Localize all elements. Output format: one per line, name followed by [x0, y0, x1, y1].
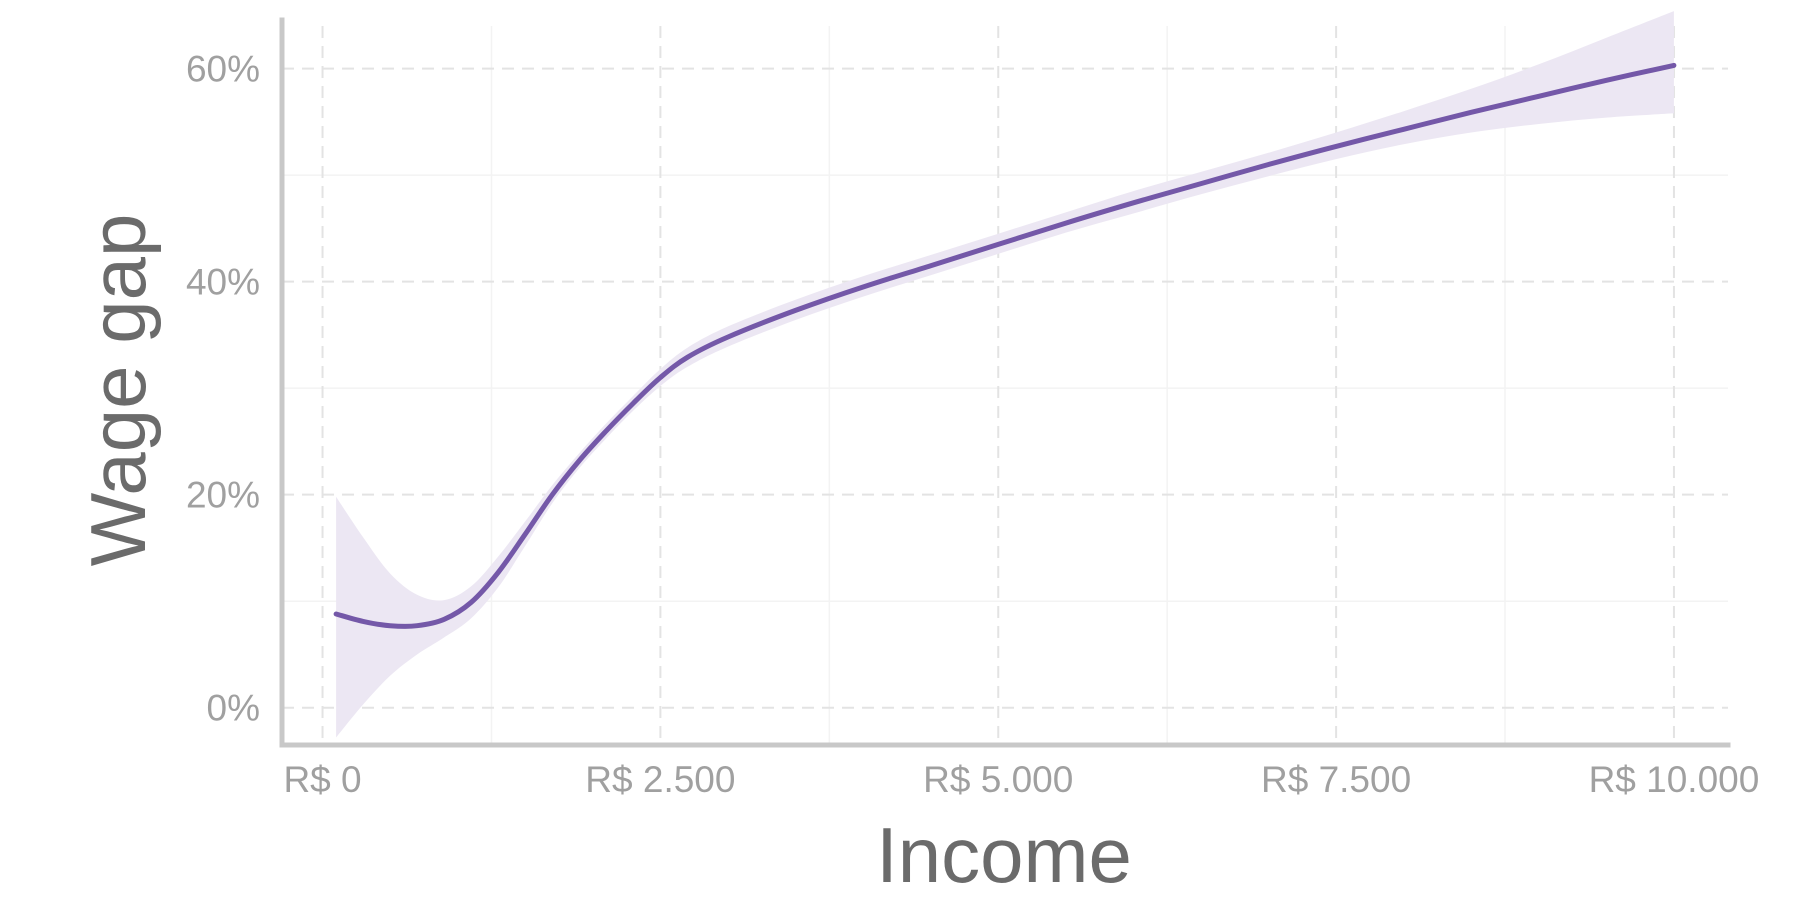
y-tick-label: 40% — [186, 262, 260, 303]
x-tick-label: R$ 5.000 — [923, 759, 1073, 800]
confidence-band — [336, 11, 1674, 738]
axes — [279, 17, 1731, 748]
y-tick-label: 0% — [207, 688, 260, 729]
x-tick-label: R$ 0 — [283, 759, 361, 800]
x-tick-label: R$ 7.500 — [1261, 759, 1411, 800]
series-line — [333, 62, 1677, 629]
tick-labels: R$ 0 R$ 2.500 R$ 5.000 R$ 7.500 R$ 10.000 0% 2… — [186, 49, 1759, 800]
series-line-layer — [333, 62, 1677, 629]
confidence-band-layer — [336, 11, 1674, 738]
axis-lines — [279, 17, 1731, 748]
x-axis-title: Income — [876, 811, 1132, 899]
grid-lines — [282, 26, 1728, 745]
x-tick-label: R$ 2.500 — [585, 759, 735, 800]
x-tick-label: R$ 10.000 — [1589, 759, 1760, 800]
y-tick-label: 60% — [186, 49, 260, 90]
y-axis-title: Wage gap — [74, 214, 162, 567]
y-tick-label: 20% — [186, 475, 260, 516]
